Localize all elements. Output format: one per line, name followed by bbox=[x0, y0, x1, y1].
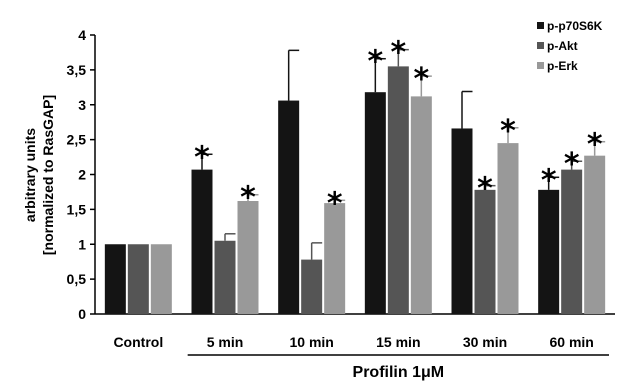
significance-star: * bbox=[541, 163, 557, 198]
significance-star: * bbox=[327, 186, 343, 221]
significance-star: * bbox=[413, 62, 429, 97]
axes bbox=[94, 35, 615, 315]
bar bbox=[451, 128, 473, 314]
bar bbox=[104, 244, 126, 314]
bars: ** ** ***** ** bbox=[104, 36, 606, 314]
x-category-label: 30 min bbox=[463, 334, 507, 350]
x-category-label: Control bbox=[113, 334, 163, 350]
x-category-label: 15 min bbox=[376, 334, 420, 350]
x-category-label: 10 min bbox=[289, 334, 333, 350]
legend-swatch bbox=[537, 42, 544, 49]
y-tick-label: 1,5 bbox=[67, 201, 87, 217]
bar bbox=[410, 96, 432, 314]
treatment-group: Profilin 1μM bbox=[187, 354, 609, 381]
bar bbox=[497, 143, 519, 314]
y-tick-label: 1 bbox=[78, 236, 86, 252]
significance-star: * bbox=[367, 45, 383, 80]
x-category-label: 60 min bbox=[549, 334, 593, 350]
legend: p-p70S6K p-Akt p-Erk bbox=[537, 19, 603, 73]
y-tick-label: 4 bbox=[78, 27, 86, 43]
legend-swatch bbox=[537, 62, 544, 69]
y-tick-label: 3,5 bbox=[67, 62, 87, 78]
category-labels: Control 5 min 10 min 15 min 30 min 60 min bbox=[113, 334, 593, 350]
bar bbox=[127, 244, 149, 314]
bar bbox=[387, 66, 409, 314]
bar bbox=[278, 100, 300, 314]
y-tick-label: 2 bbox=[78, 167, 86, 183]
y-tick-label: 0 bbox=[78, 306, 86, 322]
y-axis-title-line1: arbitrary units bbox=[22, 128, 38, 222]
y-axis-title: arbitrary units [normalized to RasGAP] bbox=[22, 95, 56, 255]
significance-star: * bbox=[564, 147, 580, 182]
y-axis-title-line2: [normalized to RasGAP] bbox=[40, 95, 56, 255]
significance-star: * bbox=[194, 140, 210, 175]
bar bbox=[150, 244, 172, 314]
bar bbox=[538, 189, 560, 314]
y-axis-ticks: 0 0,5 1 1,5 2 2,5 3 3,5 4 bbox=[67, 27, 95, 322]
significance-star: * bbox=[477, 172, 493, 207]
y-tick-label: 2,5 bbox=[67, 132, 87, 148]
significance-star: * bbox=[587, 128, 603, 163]
bar bbox=[324, 203, 346, 314]
y-tick-label: 0,5 bbox=[67, 271, 87, 287]
bar bbox=[584, 155, 606, 314]
bar bbox=[561, 169, 583, 314]
bar bbox=[301, 259, 323, 314]
significance-star: * bbox=[500, 114, 516, 149]
legend-label: p-Akt bbox=[547, 39, 578, 53]
y-tick-label: 3 bbox=[78, 97, 86, 113]
significance-star: * bbox=[390, 36, 406, 71]
x-category-label: 5 min bbox=[207, 334, 244, 350]
legend-swatch bbox=[537, 22, 544, 29]
bar bbox=[237, 201, 259, 314]
bar bbox=[191, 169, 213, 314]
legend-label: p-Erk bbox=[547, 59, 578, 73]
bar bbox=[214, 240, 236, 314]
bar bbox=[474, 189, 496, 314]
significance-star: * bbox=[240, 181, 256, 216]
legend-label: p-p70S6K bbox=[547, 19, 603, 33]
bar bbox=[364, 92, 386, 314]
x-axis-title: Profilin 1μM bbox=[353, 364, 445, 381]
